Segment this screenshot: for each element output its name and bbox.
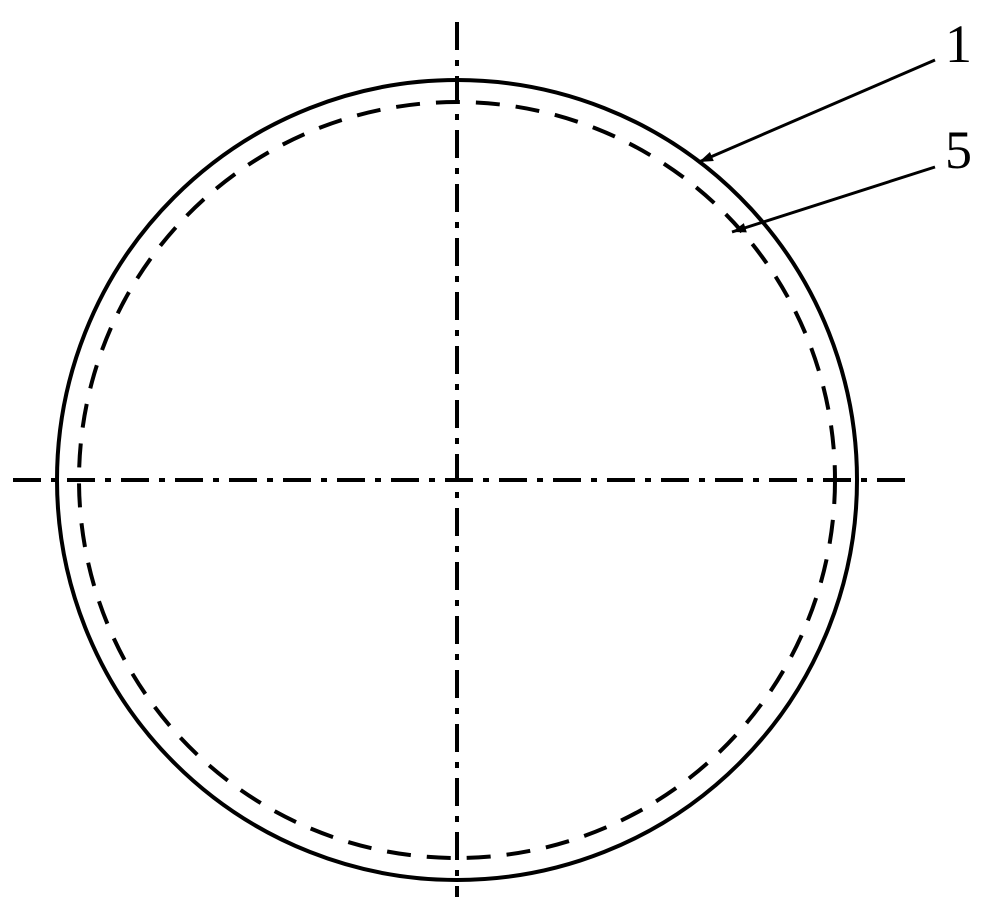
callout-label-5: 5 xyxy=(945,120,972,180)
engineering-diagram: 1 5 xyxy=(0,0,1000,897)
leader-line-1 xyxy=(699,60,935,162)
callout-label-1: 1 xyxy=(945,14,972,74)
leader-line-5 xyxy=(732,167,935,232)
